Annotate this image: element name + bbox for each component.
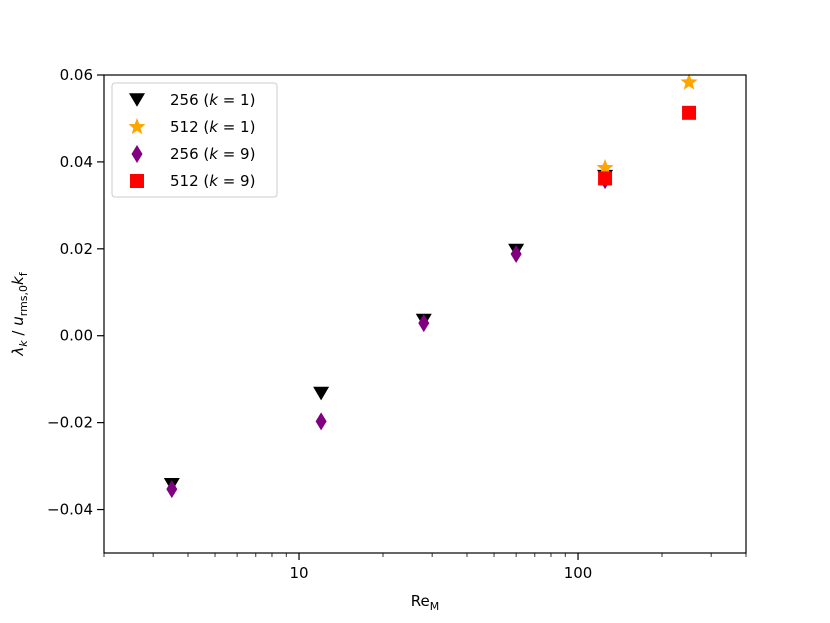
y-tick-label: −0.04 [47, 501, 93, 519]
y-label-kf: k [9, 275, 27, 285]
y-tick-label: 0.04 [60, 153, 93, 171]
data-point-series-2 [596, 158, 614, 176]
x-minor-ticks [103, 553, 747, 557]
legend: 256 (k = 1) 512 (k = 1) 256 (k = 9) 512 (k … [111, 82, 278, 198]
y-label-f-sub: f [17, 271, 30, 276]
x-tick-label: 10 [289, 564, 308, 582]
y-label-k-sub: k [17, 340, 30, 347]
y-tick-label: 0.00 [60, 327, 93, 345]
data-point-series-4 [598, 171, 613, 186]
data-point-series-3 [315, 412, 327, 431]
data-point-series-3 [418, 314, 430, 333]
legend-label-4: 512 (k = 9) [170, 172, 255, 190]
data-point-series-2 [680, 73, 698, 90]
legend-label-2: 512 (k = 1) [170, 118, 255, 136]
legend-label-3: 256 (k = 9) [170, 145, 255, 163]
legend-label-1: 256 (k = 1) [170, 91, 255, 109]
y-tick-label: 0.02 [60, 240, 93, 258]
data-point-series-3 [510, 245, 522, 264]
plot-frame [103, 74, 747, 554]
y-label-lambda: λ [9, 347, 27, 357]
x-label-base: Re [411, 592, 430, 610]
data-points [163, 73, 698, 499]
y-axis-ticks: −0.04 −0.02 0.00 0.02 0.04 0.06 [47, 66, 104, 519]
data-point-series-4 [682, 105, 697, 120]
x-axis-ticks: 10 100 [289, 553, 592, 582]
x-tick-label: 100 [564, 564, 593, 582]
data-point-series-3 [166, 480, 178, 499]
y-label-slash: / [9, 326, 27, 341]
data-point-series-1 [313, 386, 330, 401]
x-axis-label: ReM [411, 592, 439, 613]
y-label-rms-sub: rms,0 [17, 285, 30, 316]
y-label-u: u [9, 316, 27, 326]
x-label-sub: M [430, 600, 440, 613]
y-axis-label: λk / urms,0kf [9, 271, 30, 356]
legend-marker-4 [130, 174, 144, 188]
legend-marker-2 [128, 118, 146, 135]
legend-marker-1 [129, 93, 145, 107]
legend-marker-3 [131, 145, 143, 163]
y-tick-label: 0.06 [60, 66, 93, 84]
legend-box [111, 82, 278, 198]
y-tick-label: −0.02 [47, 414, 93, 432]
